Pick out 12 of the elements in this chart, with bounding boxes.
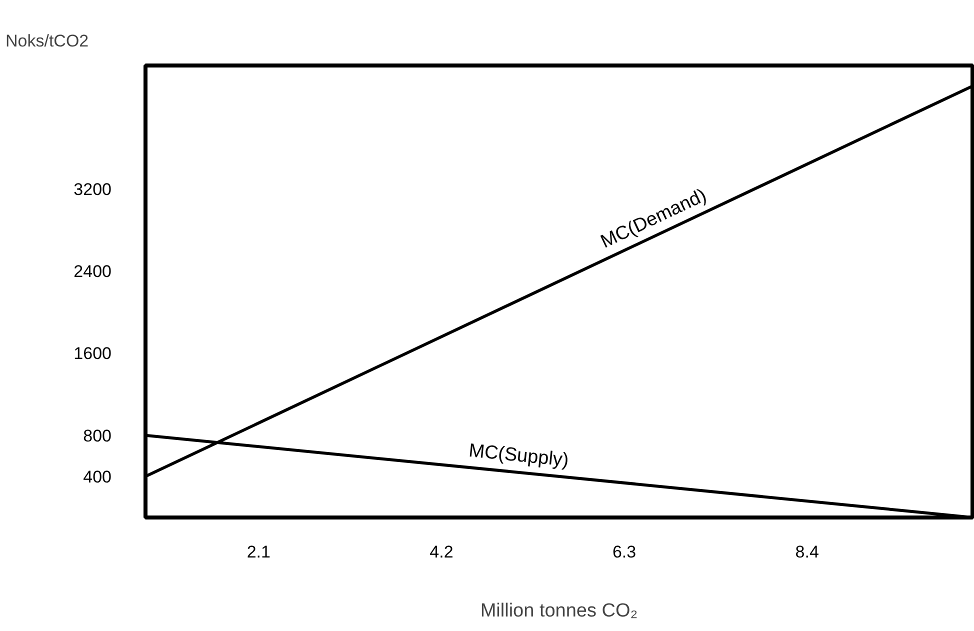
- y-tick-label: 2400: [74, 262, 112, 281]
- y-tick-label: 800: [83, 426, 112, 446]
- x-axis-title: Million tonnes CO₂: [480, 600, 638, 622]
- text: MC(Supply): [468, 440, 570, 472]
- x-tick-label: 6.3: [612, 542, 636, 562]
- y-tick-label: 3200: [74, 180, 112, 199]
- x-tick-label: 4.2: [430, 542, 454, 562]
- y-tick-label: 1600: [74, 344, 112, 364]
- x-tick-label: 8.4: [795, 542, 819, 562]
- y-tick-label: 400: [83, 467, 112, 486]
- y-axis-title: Noks/tCO2: [6, 32, 89, 50]
- x-tick-label: 2.1: [246, 542, 270, 562]
